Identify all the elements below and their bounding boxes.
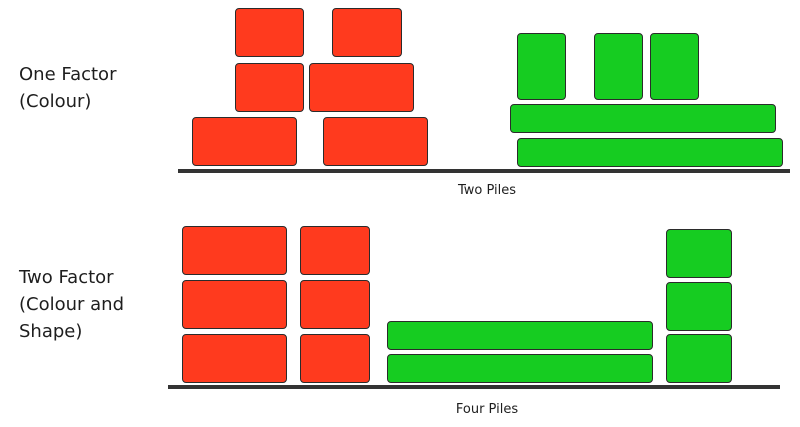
row-label-line: Two Factor [19, 267, 114, 288]
red-block [235, 63, 304, 112]
red-block [332, 8, 402, 57]
green-block [666, 229, 732, 278]
green-block [666, 334, 732, 383]
row-label-line: Shape) [19, 321, 83, 342]
row-label-one-factor: One Factor (Colour) [19, 61, 116, 115]
red-block [182, 226, 287, 275]
caption-four-piles: Four Piles [455, 402, 519, 417]
caption-two-piles: Two Piles [457, 183, 517, 198]
row-label-line: One Factor [19, 64, 117, 85]
green-block [387, 354, 653, 383]
green-block [594, 33, 643, 100]
red-block [309, 63, 414, 112]
green-block [387, 321, 653, 350]
red-block [300, 334, 370, 383]
ground-line [168, 385, 780, 389]
red-block [182, 280, 287, 329]
green-block [517, 138, 783, 167]
red-block [300, 280, 370, 329]
red-block [235, 8, 304, 57]
green-block [510, 104, 776, 133]
row-label-line: (Colour and [19, 294, 125, 315]
row-label-two-factor: Two Factor (Colour and Shape) [19, 264, 124, 345]
ground-line [178, 169, 790, 173]
row-label-line: (Colour) [19, 91, 92, 112]
green-block [666, 282, 732, 331]
green-block [650, 33, 699, 100]
red-block [300, 226, 370, 275]
red-block [182, 334, 287, 383]
red-block [323, 117, 428, 166]
green-block [517, 33, 566, 100]
red-block [192, 117, 297, 166]
